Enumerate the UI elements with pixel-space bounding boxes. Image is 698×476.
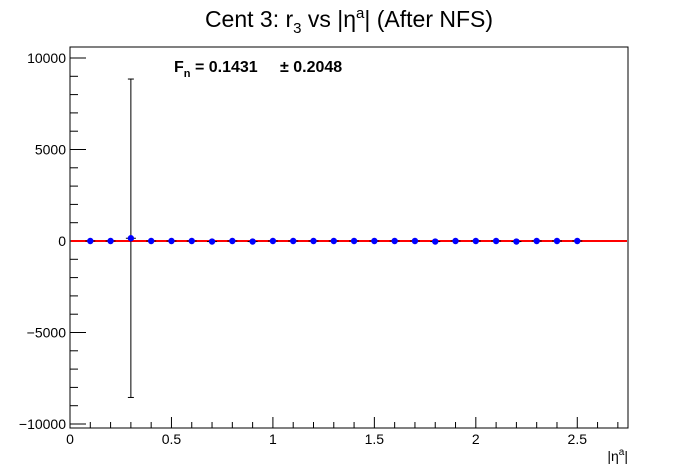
fit-annotation: Fn = 0.1431 xyxy=(174,59,258,80)
data-point xyxy=(249,238,256,245)
data-point xyxy=(411,237,419,245)
x-tick-label: 2 xyxy=(472,431,480,447)
y-tick-label: −5000 xyxy=(27,325,67,341)
y-tick-label: 10000 xyxy=(27,50,66,66)
data-points xyxy=(85,78,583,398)
title-suffix: | (After NFS) xyxy=(364,6,493,32)
data-point xyxy=(574,237,581,245)
data-point xyxy=(310,237,317,245)
chart-title: Cent 3: r3 vs |ηa| (After NFS) xyxy=(205,5,493,37)
plot-frame xyxy=(69,46,629,429)
data-point xyxy=(147,237,155,245)
data-point xyxy=(127,235,135,242)
title-mid: vs |η xyxy=(302,6,357,32)
xlabel-base: |η xyxy=(607,448,618,464)
x-axis: 0 0.5 1 1.5 2 2.5 xyxy=(66,417,619,447)
title-subscript: 3 xyxy=(293,20,301,37)
data-point xyxy=(391,237,398,245)
data-point xyxy=(188,237,195,245)
data-point xyxy=(168,237,175,245)
x-tick-label: 1.5 xyxy=(365,431,385,447)
data-point xyxy=(472,237,480,245)
data-point xyxy=(350,237,358,245)
annotation-subscript: n xyxy=(184,68,191,80)
xlabel-superscript: a xyxy=(619,447,625,458)
data-point xyxy=(452,237,459,245)
data-point xyxy=(208,238,216,245)
y-tick-label: −10000 xyxy=(19,416,66,432)
annotation-value: = 0.1431 xyxy=(191,59,258,76)
data-point xyxy=(87,237,94,245)
title-superscript: a xyxy=(356,5,365,22)
y-tick-label: 5000 xyxy=(35,142,66,158)
data-point xyxy=(269,237,277,245)
data-point xyxy=(229,237,236,245)
title-prefix: Cent 3: r xyxy=(205,6,294,32)
x-tick-label: 0 xyxy=(66,431,74,447)
data-point xyxy=(107,237,114,245)
y-axis: −10000 −5000 0 5000 10000 xyxy=(19,50,86,432)
xlabel-end: | xyxy=(624,448,628,464)
data-point xyxy=(290,237,297,245)
annotation-label: F xyxy=(174,59,184,76)
data-point xyxy=(432,238,439,245)
x-tick-label: 0.5 xyxy=(162,431,182,447)
data-point xyxy=(513,238,520,245)
data-point xyxy=(533,237,540,245)
y-tick-label: 0 xyxy=(58,233,66,249)
annotation-uncertainty: ± 0.2048 xyxy=(280,59,342,76)
data-point xyxy=(371,237,378,245)
x-tick-label: 1 xyxy=(269,431,277,447)
data-point xyxy=(553,237,561,245)
x-tick-label: 2.5 xyxy=(568,431,588,447)
x-axis-label: |ηa| xyxy=(607,447,628,464)
data-point xyxy=(492,237,500,245)
data-point xyxy=(330,237,337,245)
